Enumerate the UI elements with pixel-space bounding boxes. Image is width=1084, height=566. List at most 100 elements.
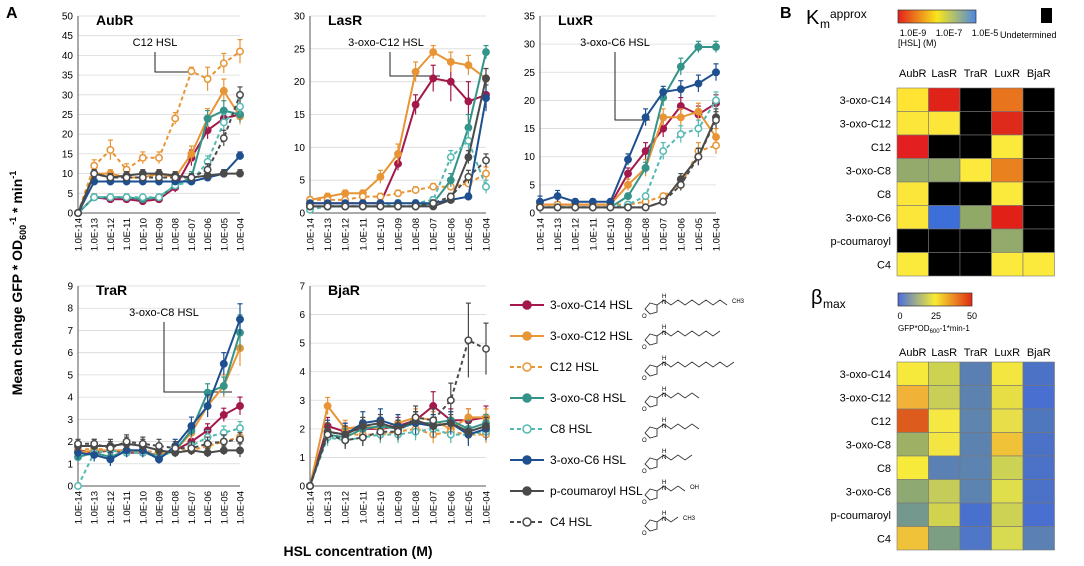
y-tick-label: 1 bbox=[67, 459, 73, 470]
data-point bbox=[203, 114, 212, 123]
y-tick-label: 0 bbox=[67, 209, 73, 220]
data-point bbox=[446, 153, 455, 162]
x-tick-label: 1.0E-08 bbox=[171, 491, 182, 524]
y-tick-label: 7 bbox=[67, 326, 73, 337]
legend-label: C12 HSL bbox=[550, 360, 599, 374]
x-tick-label: 1.0E-12 bbox=[106, 491, 117, 524]
heatmap-cell bbox=[896, 252, 929, 277]
lactone-ring bbox=[644, 302, 658, 315]
y-tick-label: 0 bbox=[299, 482, 305, 493]
heatmap-cell bbox=[928, 526, 961, 551]
atom-label: H bbox=[662, 294, 666, 300]
y-tick-label: 0 bbox=[299, 209, 305, 220]
heatmap-km: AubR LasR TraR LuxR BjaR 3-oxo-C14 3-oxo-C12 C1… bbox=[830, 68, 1055, 277]
data-point bbox=[446, 77, 455, 86]
heatmap-cell bbox=[991, 502, 1024, 527]
series-3-oxo-c6-hsl bbox=[536, 63, 720, 208]
y-axis-label-sup: -1 bbox=[8, 217, 18, 225]
heatmap-cell bbox=[991, 432, 1024, 457]
data-point bbox=[203, 402, 212, 410]
heatmap-cell bbox=[959, 361, 992, 386]
annotation-label: C12 HSL bbox=[133, 37, 178, 49]
data-point bbox=[536, 203, 544, 212]
km-colorbar bbox=[897, 9, 977, 24]
heatmap-cell bbox=[959, 408, 992, 433]
heatmap-cell bbox=[991, 111, 1024, 136]
y-tick-label: 0 bbox=[67, 482, 73, 493]
legend-label: 3-oxo-C6 HSL bbox=[550, 453, 626, 467]
atom-label: N bbox=[662, 362, 666, 368]
atom-label: H bbox=[662, 449, 666, 455]
heatmap-cell bbox=[959, 526, 992, 551]
y-tick-label: 5 bbox=[299, 339, 305, 350]
series-line bbox=[310, 51, 487, 208]
heatmap-cell bbox=[1022, 432, 1055, 457]
km-colorbar-tick: 1.0E-9 bbox=[900, 28, 927, 38]
atom-label: N bbox=[662, 331, 666, 337]
heatmap-cell bbox=[1022, 252, 1055, 277]
data-point bbox=[482, 48, 490, 57]
x-tick-label: 1.0E-11 bbox=[588, 218, 599, 251]
y-tick-label: 10 bbox=[294, 143, 306, 154]
heatmap-cell bbox=[1022, 111, 1055, 136]
heatmap-cell bbox=[1022, 408, 1055, 433]
data-point bbox=[122, 173, 131, 182]
chart-title: LasR bbox=[328, 12, 362, 28]
chart-title: AubR bbox=[96, 12, 133, 28]
data-point bbox=[90, 439, 99, 448]
series-c4-hsl bbox=[74, 86, 244, 217]
data-point bbox=[446, 396, 455, 405]
data-point bbox=[676, 130, 685, 139]
data-point bbox=[236, 315, 244, 324]
y-axis-label-main: Mean change GFP * OD bbox=[9, 240, 25, 395]
lactone-ring bbox=[644, 488, 658, 501]
heatmap-cell bbox=[1022, 526, 1055, 551]
legend-swatch-marker bbox=[522, 517, 532, 527]
heatmap-cell bbox=[991, 455, 1024, 480]
heatmap-cell bbox=[896, 385, 929, 410]
y-tick-label: 5 bbox=[67, 189, 73, 200]
y-tick-label: 20 bbox=[524, 96, 536, 107]
legend-swatch-marker bbox=[522, 424, 532, 434]
y-tick-label: 4 bbox=[299, 367, 305, 378]
data-point bbox=[90, 193, 99, 202]
data-point bbox=[553, 192, 562, 201]
heatmap-cell bbox=[896, 134, 929, 159]
data-point bbox=[394, 189, 402, 198]
data-point bbox=[553, 203, 562, 212]
data-point bbox=[411, 100, 420, 109]
heatmap-cell bbox=[991, 526, 1024, 551]
annotation-pointer bbox=[163, 322, 232, 393]
data-point bbox=[464, 427, 473, 436]
molecule-structure bbox=[644, 423, 700, 439]
x-tick-label: 1.0E-08 bbox=[411, 491, 422, 524]
km-colorbar-tick: 1.0E-7 bbox=[936, 28, 963, 38]
beta-colorbar bbox=[897, 292, 973, 307]
x-tick-label: 1.0E-13 bbox=[553, 218, 564, 251]
data-point bbox=[446, 176, 455, 185]
data-point bbox=[341, 189, 350, 198]
beta-colorbar-tick: 0 bbox=[897, 311, 902, 321]
x-tick-label: 1.0E-05 bbox=[219, 491, 230, 524]
legend-label: C4 HSL bbox=[550, 515, 592, 529]
heatmap-cell bbox=[959, 432, 992, 457]
y-tick-label: 10 bbox=[62, 169, 74, 180]
data-point bbox=[138, 153, 147, 162]
data-point bbox=[155, 442, 163, 450]
y-tick-label: 0 bbox=[529, 209, 535, 220]
row-label: 3-oxo-C14 bbox=[840, 95, 891, 107]
heatmap-cell bbox=[1022, 87, 1055, 112]
panel-label-b: B bbox=[780, 5, 792, 22]
x-tick-label: 1.0E-07 bbox=[187, 218, 198, 251]
heatmap-cell bbox=[896, 87, 929, 112]
heatmap-cell bbox=[959, 385, 992, 410]
data-point bbox=[219, 169, 228, 178]
data-point bbox=[122, 193, 131, 202]
chart-luxr: 0 5 10 15 20 25 30 35 1.0E-14 1.0E-13 1.0E-12 1.0E-… bbox=[524, 12, 723, 252]
data-point bbox=[219, 86, 228, 95]
legend-item: 3-oxo-C14 HSL HN O bbox=[510, 294, 728, 320]
data-point bbox=[659, 113, 668, 122]
data-point bbox=[482, 169, 490, 178]
data-point bbox=[106, 193, 115, 202]
data-point bbox=[358, 433, 367, 442]
